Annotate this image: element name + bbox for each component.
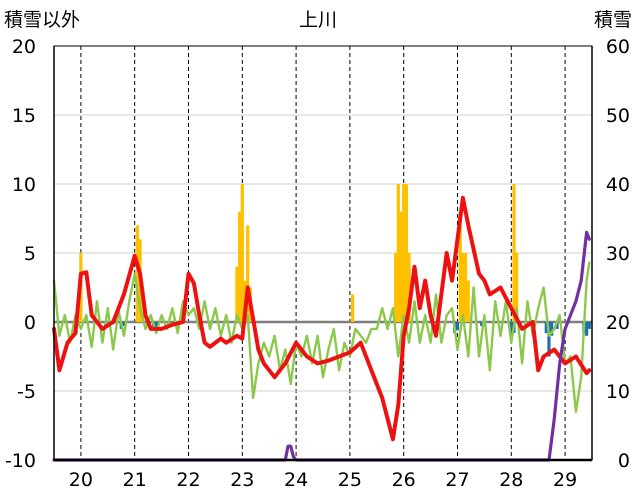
blue-bar <box>480 322 484 327</box>
left-tick-label: -5 <box>17 381 36 403</box>
blue-bar <box>455 322 460 331</box>
x-tick-label: 22 <box>176 469 200 491</box>
orange-bar <box>404 184 408 322</box>
orange-bar <box>396 184 400 322</box>
orange-bar <box>240 184 244 322</box>
blue-bar <box>547 322 551 357</box>
x-tick-label: 23 <box>230 469 254 491</box>
orange-bar <box>135 225 139 322</box>
blue-bar <box>509 322 513 336</box>
right-tick-label: 30 <box>606 243 630 265</box>
grid <box>54 45 592 461</box>
left-tick-label: 0 <box>24 312 36 334</box>
green-series-line <box>52 261 591 413</box>
right-tick-label: 10 <box>606 381 630 403</box>
orange-bar <box>394 253 398 322</box>
orange-bar <box>458 211 462 322</box>
x-tick-label: 29 <box>553 469 577 491</box>
left-axis-title: 積雪以外 <box>4 9 80 31</box>
blue-bar <box>544 322 548 334</box>
orange-bar <box>235 266 239 322</box>
blue-bar <box>154 322 158 328</box>
right-tick-label: 40 <box>606 174 630 196</box>
orange-bar <box>350 294 355 322</box>
left-tick-label: 5 <box>24 243 36 265</box>
blue-bar <box>555 322 559 329</box>
left-tick-label: 15 <box>12 105 36 127</box>
orange-bar <box>402 184 406 322</box>
orange-bar <box>238 211 242 322</box>
x-tick-label: 20 <box>69 469 93 491</box>
right-tick-label: 50 <box>606 105 630 127</box>
x-tick-label: 26 <box>392 469 416 491</box>
left-tick-label: 10 <box>12 174 36 196</box>
x-tick-label: 24 <box>284 469 308 491</box>
x-tick-label: 21 <box>123 469 147 491</box>
orange-bar <box>461 253 465 322</box>
orange-bar <box>515 253 519 322</box>
blue-bar <box>587 322 591 329</box>
chart-title: 上川 <box>299 9 337 31</box>
x-tick-label: 27 <box>445 469 469 491</box>
blue-bar <box>122 322 126 327</box>
blue-bar <box>550 322 554 336</box>
plot-frame <box>53 45 593 462</box>
right-tick-label: 20 <box>606 312 630 334</box>
orange-bar <box>407 253 411 322</box>
red-series-line <box>52 195 592 442</box>
left-tick-label: 20 <box>12 36 36 58</box>
orange-bar <box>246 225 250 322</box>
right-tick-label: 60 <box>606 36 630 58</box>
x-tick-label: 25 <box>338 469 362 491</box>
orange-bar <box>512 184 516 322</box>
right-tick-label: 0 <box>618 450 630 472</box>
blue-bar <box>585 322 589 336</box>
orange-bar <box>466 280 470 322</box>
left-tick-label: -10 <box>5 450 36 472</box>
right-axis-title: 積雪 <box>594 9 632 31</box>
x-tick-label: 28 <box>499 469 523 491</box>
orange-bar <box>463 253 468 322</box>
orange-bar <box>399 211 403 322</box>
